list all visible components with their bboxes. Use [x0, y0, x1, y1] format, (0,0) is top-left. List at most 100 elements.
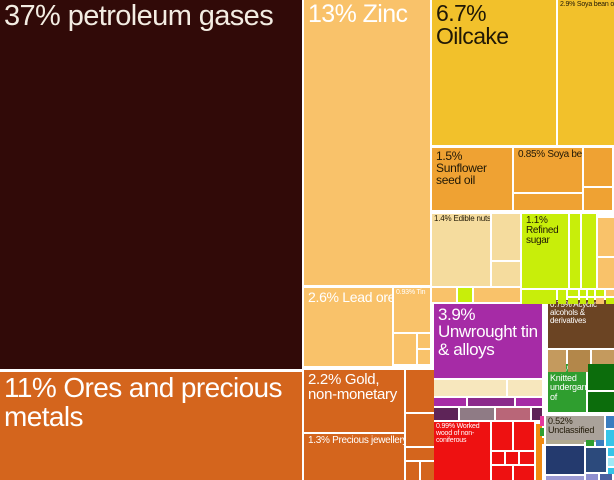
filler-tile — [606, 440, 614, 446]
tile-label: 0.75% Acyclic alcohols & derivatives — [550, 300, 597, 326]
tile-refined-sugar: 1.1% Refined sugar — [522, 214, 568, 288]
tile-oilcake: 6.7% Oilcake — [432, 0, 556, 145]
filler-tile — [596, 298, 604, 304]
tile-petroleum-gases: 37% petroleum gases — [0, 0, 302, 369]
tile-label: 1.4% Edible nuts — [434, 214, 490, 223]
filler-tile — [474, 288, 520, 302]
filler-tile — [508, 380, 542, 396]
filler-tile — [588, 364, 614, 390]
filler-tile — [492, 422, 512, 450]
filler-tile — [514, 422, 534, 450]
filler-tile — [596, 440, 604, 446]
tile-label: 0.85% Soya beans — [518, 149, 582, 160]
filler-tile — [598, 258, 614, 288]
filler-tile — [546, 446, 584, 474]
filler-tile — [546, 440, 584, 444]
tile-soya-bean-oil: 2.9% Soya bean oil — [558, 0, 614, 145]
filler-tile — [516, 398, 542, 406]
filler-tile — [394, 334, 416, 364]
filler-tile — [584, 188, 612, 210]
tile-sunflower-seed-oil: 1.5% Sunflower seed oil — [432, 148, 512, 210]
tile-gold-non-monetary: 2.2% Gold, non-monetary — [304, 370, 404, 432]
filler-tile — [406, 462, 419, 480]
filler-tile — [514, 466, 534, 480]
filler-tile — [532, 408, 542, 420]
filler-tile — [540, 428, 544, 436]
tile-label: 2.2% Gold, non-monetary — [308, 371, 397, 404]
filler-tile — [434, 408, 458, 420]
filler-tile — [608, 448, 614, 456]
tile-label: 0.99% Worked wood of non-coniferous — [436, 423, 480, 445]
tile-label: 0.52% Unclassified — [548, 416, 595, 436]
tile-worked-wood: 0.99% Worked wood of non-coniferous — [434, 422, 490, 480]
tile-precious-jewellery: 1.3% Precious jewellery — [304, 434, 404, 480]
filler-tile — [418, 350, 430, 364]
filler-tile — [520, 452, 534, 464]
tile-soya-beans: 0.85% Soya beans — [514, 148, 582, 192]
filler-tile — [596, 290, 604, 296]
filler-tile — [606, 290, 614, 296]
filler-tile — [492, 466, 512, 480]
filler-tile — [540, 438, 544, 444]
filler-tile — [406, 448, 434, 460]
filler-tile — [580, 298, 586, 304]
filler-tile — [492, 452, 504, 464]
tile-label: 2.6% Lead ore — [308, 289, 392, 305]
tile-label: 1.3% Precious jewellery — [308, 435, 404, 446]
filler-tile — [492, 214, 520, 260]
tile-acyclic-alcohols: 0.75% Acyclic alcohols & derivatives — [548, 300, 614, 348]
tile-tin: 0.93% Tin — [394, 288, 430, 332]
tile-label: 3.9% Unwrought tin & alloys — [438, 305, 538, 359]
filler-tile — [586, 448, 606, 472]
tile-label: 1.1% Refined sugar — [526, 215, 559, 247]
filler-tile — [468, 398, 514, 406]
filler-tile — [584, 148, 612, 186]
filler-tile — [434, 380, 506, 396]
filler-tile — [570, 214, 580, 288]
tile-ores-precious-metals: 11% Ores and precious metals — [0, 372, 302, 480]
tile-lead-ore: 2.6% Lead ore — [304, 288, 392, 366]
filler-tile — [588, 392, 614, 412]
tile-label: 37% petroleum gases — [4, 0, 274, 32]
tile-label: 6.7% Oilcake — [436, 0, 509, 50]
filler-tile — [588, 298, 594, 304]
filler-tile — [546, 476, 584, 480]
filler-tile — [460, 408, 494, 420]
filler-tile — [606, 416, 614, 428]
filler-tile — [514, 194, 582, 210]
filler-tile — [586, 474, 598, 480]
filler-tile — [608, 468, 614, 474]
filler-tile — [540, 416, 544, 426]
filler-tile — [434, 398, 466, 406]
tile-label: 0.93% Tin — [396, 289, 426, 296]
filler-tile — [548, 350, 566, 372]
filler-tile — [582, 214, 596, 288]
filler-tile — [568, 350, 590, 372]
filler-tile — [406, 370, 434, 412]
tile-label: 1.5% Sunflower seed oil — [436, 149, 487, 188]
filler-tile — [606, 430, 614, 442]
filler-tile — [496, 408, 530, 420]
filler-tile — [606, 298, 614, 304]
filler-tile — [568, 290, 578, 296]
tile-edible-nuts: 1.4% Edible nuts — [432, 214, 490, 286]
filler-tile — [506, 452, 518, 464]
filler-tile — [608, 458, 614, 466]
tile-label: 2.9% Soya bean oil — [560, 1, 614, 8]
filler-tile — [421, 462, 434, 480]
filler-tile — [536, 424, 542, 480]
tile-label: 11% Ores and precious metals — [4, 372, 283, 432]
tile-zinc: 13% Zinc — [304, 0, 430, 285]
filler-tile — [586, 440, 594, 446]
filler-tile — [558, 290, 566, 304]
filler-tile — [492, 262, 520, 286]
filler-tile — [458, 288, 472, 302]
filler-tile — [580, 290, 586, 296]
filler-tile — [598, 218, 614, 256]
tile-unclassified: 0.52% Unclassified — [546, 416, 604, 442]
filler-tile — [432, 288, 456, 302]
tile-label: 13% Zinc — [308, 0, 408, 28]
filler-tile — [522, 290, 556, 304]
filler-tile — [600, 474, 612, 480]
